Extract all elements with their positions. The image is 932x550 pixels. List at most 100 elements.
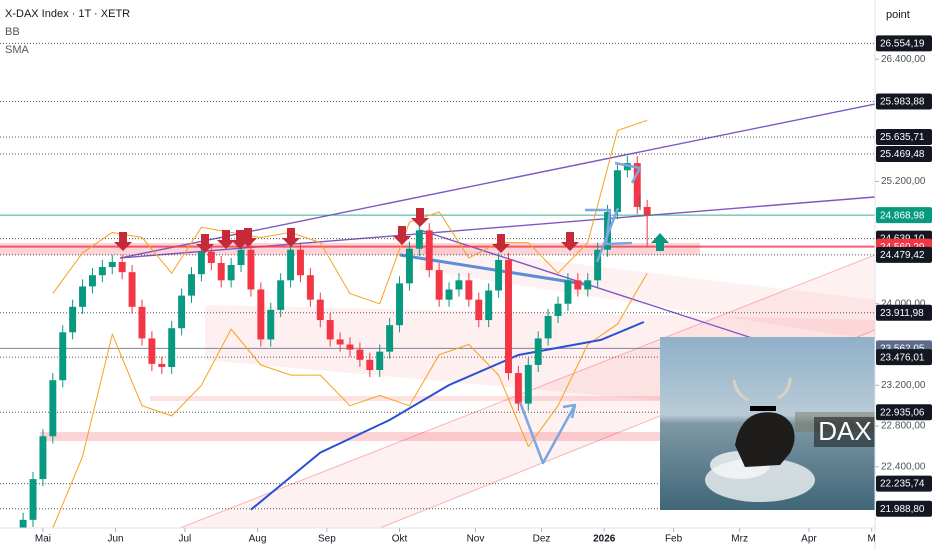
candle-body: [633, 163, 641, 207]
zone: [40, 432, 660, 441]
level-label-bg: [876, 129, 932, 146]
x-tick-label: Aug: [249, 534, 267, 545]
horns: [732, 377, 792, 402]
level-label: 22.935,06: [880, 407, 925, 418]
candle-body: [405, 248, 413, 284]
arrow: [239, 228, 257, 247]
annotations: [114, 161, 669, 465]
candle-body: [485, 290, 493, 321]
level-label: 24.479,42: [880, 250, 925, 261]
candle-body: [514, 373, 522, 404]
arrow: [217, 230, 235, 249]
x-tick-label: Jun: [108, 534, 124, 545]
candle-body: [524, 364, 532, 404]
arrow: [492, 234, 510, 253]
level-label: 25.635,71: [880, 132, 925, 143]
level-label-bg: [876, 475, 932, 492]
label-bg: [814, 417, 875, 447]
level-label: 25.469,48: [880, 149, 925, 160]
hand-arrow: [562, 403, 577, 419]
candle-body: [29, 479, 37, 520]
candle-body: [594, 249, 602, 281]
candle-body: [227, 265, 235, 281]
legend-entry: SMA: [5, 44, 30, 56]
candle-body: [435, 270, 443, 300]
level-label: 25.983,88: [880, 97, 925, 108]
candle-body: [88, 275, 96, 287]
candle-body: [554, 303, 562, 316]
arrow: [114, 232, 132, 251]
x-tick-label: 2026: [593, 534, 616, 545]
candle-body: [59, 332, 67, 381]
down-arrows: [114, 208, 579, 253]
level-label-bg: [876, 500, 932, 517]
y-tick-label: 26.400,00: [881, 54, 926, 65]
level-label: 21.988,80: [880, 504, 925, 515]
candle-body: [277, 280, 285, 310]
level-label-bg: [876, 246, 932, 263]
candle-body: [613, 170, 621, 213]
x-tick-label: Feb: [665, 534, 683, 545]
candle-body: [267, 309, 275, 340]
hand-arrow: [518, 401, 577, 465]
x-tick-label: M: [868, 534, 876, 545]
candle-body: [396, 283, 403, 326]
candle-body: [19, 519, 27, 528]
hand-arrow: [614, 161, 642, 184]
candle-body: [168, 328, 176, 367]
bull: [735, 412, 795, 467]
x-tick-label: Nov: [467, 534, 485, 545]
zone: [420, 245, 875, 340]
candle-body: [316, 299, 324, 321]
candle-body: [39, 436, 47, 480]
candle-body: [306, 275, 314, 300]
bb-upper: [52, 119, 648, 305]
candle-body: [564, 280, 572, 304]
chart-title: X-DAX Index · 1T · XETR: [5, 8, 130, 20]
candle-body: [128, 272, 136, 307]
bb-lower: [52, 272, 648, 528]
hand-arrow: [595, 207, 620, 263]
candle-body: [197, 251, 205, 275]
level-label: 24.868,98: [880, 210, 925, 221]
candle-body: [98, 267, 106, 276]
level-label: 26.554,19: [880, 39, 925, 50]
level-label-bg: [876, 207, 932, 224]
trendline: [119, 196, 875, 259]
photo-label: DAX: [818, 416, 871, 446]
level-label: 23.562,05: [880, 344, 925, 355]
x-tick-label: Mai: [35, 534, 51, 545]
candle-body: [376, 351, 384, 371]
candle-body: [445, 289, 453, 300]
level-label-bg: [876, 145, 932, 162]
candle-body: [326, 320, 334, 340]
candle-body: [465, 280, 473, 300]
candle-body: [69, 306, 77, 333]
candle-body: [217, 262, 225, 281]
candle-body: [138, 306, 146, 339]
candle-body: [247, 249, 255, 290]
sunglasses: [750, 406, 776, 411]
level-label: 23.911,98: [880, 308, 924, 319]
y-tick-label: 23.200,00: [881, 380, 926, 391]
x-tick-label: Jul: [179, 534, 192, 545]
candle-body: [257, 289, 265, 340]
candle-body: [237, 249, 245, 266]
candle-body: [415, 230, 423, 249]
candle-body: [287, 249, 295, 281]
hand-arrow: [585, 208, 633, 246]
candle-body: [158, 363, 166, 367]
arrow: [411, 208, 429, 227]
y-unit: point: [886, 9, 910, 21]
candle-body: [79, 286, 87, 307]
candle-body: [534, 338, 542, 365]
candle-body: [425, 230, 433, 271]
candle-body: [207, 251, 215, 263]
candle-body: [544, 315, 552, 339]
sma-line: [250, 321, 645, 511]
level-label-bg: [876, 349, 932, 366]
zone: [150, 396, 660, 401]
level-label-bg: [876, 404, 932, 421]
x-tick-label: Okt: [392, 534, 408, 545]
